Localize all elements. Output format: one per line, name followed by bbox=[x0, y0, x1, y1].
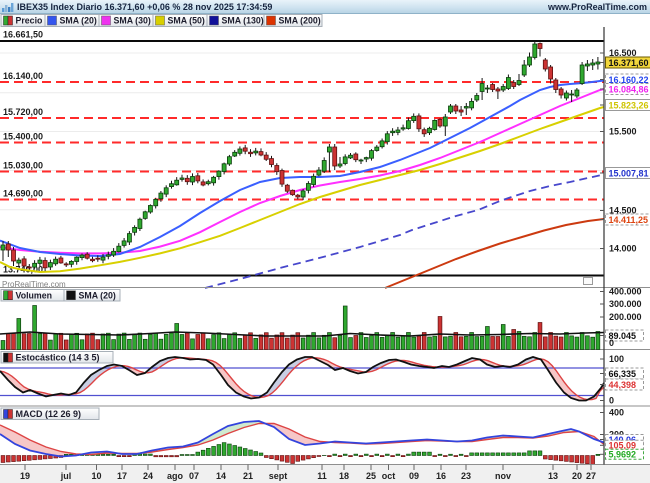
svg-text:16.500: 16.500 bbox=[609, 48, 637, 58]
svg-text:44,398: 44,398 bbox=[609, 380, 637, 390]
svg-text:15.030,00: 15.030,00 bbox=[3, 161, 43, 171]
svg-text:16.661,50: 16.661,50 bbox=[3, 30, 43, 40]
svg-text:14: 14 bbox=[216, 471, 226, 481]
svg-text:15.500: 15.500 bbox=[609, 127, 637, 137]
svg-text:14.500: 14.500 bbox=[609, 206, 637, 216]
svg-text:0: 0 bbox=[609, 396, 614, 406]
svg-text:Volumen: Volumen bbox=[16, 290, 53, 300]
svg-text:17: 17 bbox=[117, 471, 127, 481]
svg-text:200.000: 200.000 bbox=[609, 312, 642, 322]
svg-text:oct: oct bbox=[382, 471, 396, 481]
svg-text:0: 0 bbox=[609, 338, 614, 348]
svg-text:ProRealTime.com: ProRealTime.com bbox=[2, 280, 66, 289]
svg-text:16: 16 bbox=[436, 471, 446, 481]
svg-text:300.000: 300.000 bbox=[609, 299, 642, 309]
svg-text:23: 23 bbox=[461, 471, 471, 481]
svg-text:jul: jul bbox=[60, 471, 72, 481]
svg-text:09: 09 bbox=[409, 471, 419, 481]
svg-text:66,335: 66,335 bbox=[609, 369, 637, 379]
svg-text:SMA (30): SMA (30) bbox=[114, 16, 151, 26]
svg-text:15.007,81: 15.007,81 bbox=[609, 168, 649, 178]
svg-text:89.045: 89.045 bbox=[609, 331, 637, 341]
svg-text:400.000: 400.000 bbox=[609, 287, 642, 297]
svg-text:07: 07 bbox=[189, 471, 199, 481]
svg-text:ago: ago bbox=[167, 471, 184, 481]
svg-text:21: 21 bbox=[243, 471, 253, 481]
svg-text:SMA (200): SMA (200) bbox=[279, 16, 321, 26]
svg-text:IBEX35 Index Diario 16.371,60: IBEX35 Index Diario 16.371,60 +0,06 % 28… bbox=[17, 2, 272, 12]
svg-text:14.690,00: 14.690,00 bbox=[3, 189, 43, 199]
svg-text:Precio: Precio bbox=[16, 16, 44, 26]
svg-text:SMA (20): SMA (20) bbox=[79, 290, 116, 300]
svg-text:11: 11 bbox=[317, 471, 327, 481]
svg-text:400: 400 bbox=[609, 408, 624, 418]
svg-text:19: 19 bbox=[20, 471, 30, 481]
svg-text:5,9692: 5,9692 bbox=[609, 450, 637, 460]
svg-text:SMA (50): SMA (50) bbox=[168, 16, 205, 26]
svg-text:sept: sept bbox=[269, 471, 288, 481]
svg-text:15.720,00: 15.720,00 bbox=[3, 107, 43, 117]
svg-text:16.371,60: 16.371,60 bbox=[609, 58, 649, 68]
svg-text:25: 25 bbox=[366, 471, 376, 481]
svg-text:15.823,26: 15.823,26 bbox=[609, 100, 649, 110]
svg-text:10: 10 bbox=[91, 471, 101, 481]
svg-text:16.160,22: 16.160,22 bbox=[609, 75, 649, 85]
svg-text:Estocástico (14 3 5): Estocástico (14 3 5) bbox=[16, 353, 100, 363]
svg-text:SMA (20): SMA (20) bbox=[60, 16, 97, 26]
svg-text:105,09: 105,09 bbox=[609, 441, 637, 451]
svg-text:14.411,25: 14.411,25 bbox=[609, 215, 649, 225]
svg-text:16.084,86: 16.084,86 bbox=[609, 84, 649, 94]
svg-text:13: 13 bbox=[548, 471, 558, 481]
svg-text:www.ProRealTime.com: www.ProRealTime.com bbox=[547, 2, 647, 12]
svg-text:nov: nov bbox=[495, 471, 511, 481]
svg-text:15.400,00: 15.400,00 bbox=[3, 132, 43, 142]
svg-text:MACD (12 26 9): MACD (12 26 9) bbox=[16, 409, 82, 419]
svg-text:27: 27 bbox=[586, 471, 596, 481]
svg-text:18: 18 bbox=[339, 471, 349, 481]
svg-text:100: 100 bbox=[609, 354, 624, 364]
svg-text:SMA (130): SMA (130) bbox=[222, 16, 264, 26]
svg-text:14.000: 14.000 bbox=[609, 244, 637, 254]
svg-text:16.140,00: 16.140,00 bbox=[3, 71, 43, 81]
svg-text:24: 24 bbox=[143, 471, 153, 481]
svg-text:20: 20 bbox=[572, 471, 582, 481]
